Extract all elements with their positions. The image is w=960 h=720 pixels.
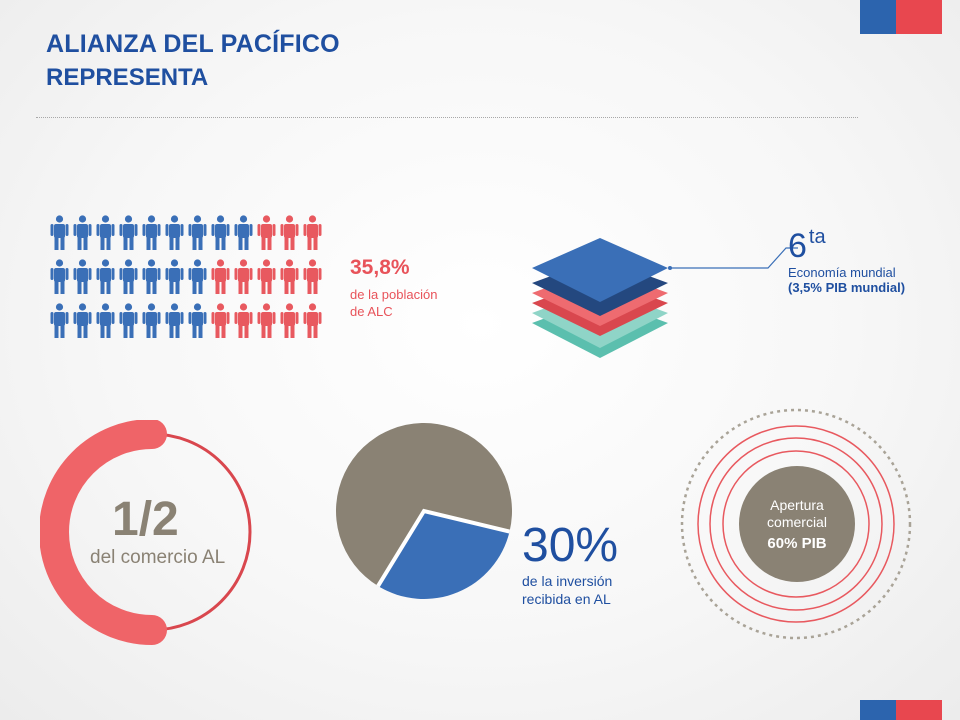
economy-leader-line bbox=[668, 247, 798, 270]
chile-flag-top bbox=[860, 0, 942, 34]
chile-flag-bottom bbox=[860, 700, 942, 720]
person-icon bbox=[119, 303, 138, 338]
economy-label: Economía mundial bbox=[788, 265, 896, 280]
person-icon bbox=[50, 259, 69, 294]
person-icon bbox=[257, 303, 276, 338]
person-icon bbox=[188, 259, 207, 294]
economy-rank-suffix: ta bbox=[808, 226, 826, 248]
flag-blue-block bbox=[860, 700, 896, 720]
population-pictogram bbox=[50, 215, 322, 338]
ring-red-outer bbox=[697, 425, 895, 623]
investment-value: 30% bbox=[522, 519, 619, 572]
person-icon bbox=[234, 215, 253, 250]
trade-value: 1/2 bbox=[112, 493, 179, 546]
openness-line1: Apertura bbox=[770, 496, 824, 513]
ring-dashed-outer bbox=[680, 408, 912, 640]
person-icon bbox=[142, 303, 161, 338]
trade-ring-arc bbox=[40, 420, 168, 645]
investment-label-line1: de la inversión bbox=[522, 573, 613, 589]
person-icon bbox=[211, 215, 230, 250]
flag-blue-block bbox=[860, 0, 896, 34]
trade-label: del comercio AL bbox=[90, 547, 226, 568]
person-icon bbox=[96, 215, 115, 250]
person-icon bbox=[303, 303, 322, 338]
person-icon bbox=[165, 303, 184, 338]
pie-slice-separator bbox=[376, 508, 511, 588]
openness-value: 60% PIB bbox=[767, 534, 827, 552]
population-value: 35,8% bbox=[350, 256, 410, 279]
trade-stat: 1/2 del comercio AL bbox=[90, 493, 225, 569]
person-icon bbox=[119, 259, 138, 294]
layer-blue-top bbox=[532, 238, 668, 302]
page-title: ALIANZA DEL PACÍFICO bbox=[46, 30, 340, 58]
trade-ring-chart bbox=[40, 420, 252, 645]
flag-red-block bbox=[896, 0, 942, 34]
person-icon bbox=[280, 259, 299, 294]
population-stat: 35,8% de la población de ALC bbox=[350, 256, 437, 320]
person-icon bbox=[50, 215, 69, 250]
person-icon bbox=[73, 215, 92, 250]
population-label-line1: de la población bbox=[350, 287, 438, 302]
person-icon bbox=[50, 303, 69, 338]
ring-red-middle bbox=[709, 437, 883, 611]
economy-sub: (3,5% PIB mundial) bbox=[788, 280, 906, 295]
page-subtitle: REPRESENTA bbox=[46, 64, 209, 91]
economy-rank-number: 6 bbox=[788, 227, 807, 265]
person-icon bbox=[96, 303, 115, 338]
person-icon bbox=[96, 259, 115, 294]
person-icon bbox=[211, 303, 230, 338]
person-icon bbox=[234, 303, 253, 338]
person-icon bbox=[165, 215, 184, 250]
dotted-divider bbox=[36, 117, 858, 118]
person-icon bbox=[257, 259, 276, 294]
person-icon bbox=[234, 259, 253, 294]
ring-red-inner bbox=[722, 450, 870, 598]
person-icon bbox=[73, 259, 92, 294]
economy-layers-graphic bbox=[532, 238, 668, 358]
economy-stat: 6 ta Economía mundial (3,5% PIB mundial) bbox=[788, 220, 905, 295]
person-icon bbox=[257, 215, 276, 250]
person-icon bbox=[303, 259, 322, 294]
person-icon bbox=[280, 215, 299, 250]
person-icon bbox=[211, 259, 230, 294]
person-icon bbox=[303, 215, 322, 250]
person-icon bbox=[119, 215, 138, 250]
population-label-line2: de ALC bbox=[350, 304, 393, 319]
openness-line2: comercial bbox=[767, 513, 827, 530]
person-icon bbox=[280, 303, 299, 338]
investment-stat: 30% de la inversión recibida en AL bbox=[522, 520, 618, 608]
openness-badge: Apertura comercial 60% PIB bbox=[739, 466, 855, 582]
investment-pie-chart bbox=[336, 423, 512, 599]
person-icon bbox=[73, 303, 92, 338]
openness-rings-graphic bbox=[680, 408, 912, 640]
person-icon bbox=[188, 215, 207, 250]
person-icon bbox=[142, 259, 161, 294]
pie-slice-rest bbox=[336, 423, 512, 587]
person-icon bbox=[142, 215, 161, 250]
investment-label-line2: recibida en AL bbox=[522, 591, 611, 607]
person-icon bbox=[165, 259, 184, 294]
person-icon bbox=[188, 303, 207, 338]
flag-red-block bbox=[896, 700, 942, 720]
economy-rank: 6 ta bbox=[788, 220, 905, 263]
